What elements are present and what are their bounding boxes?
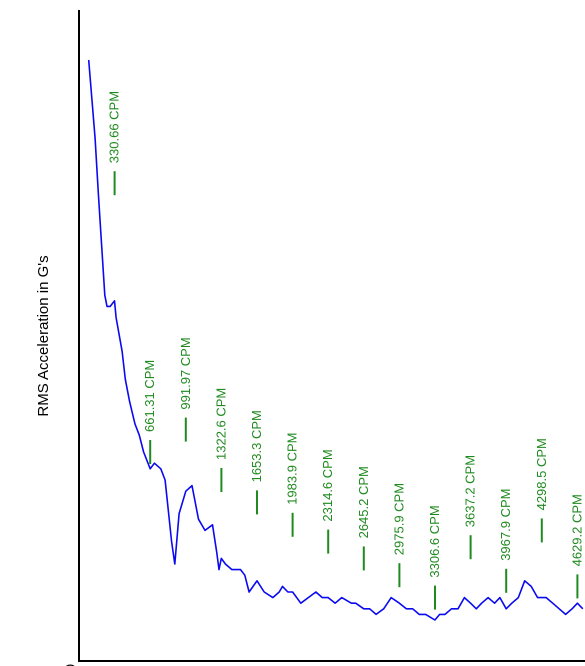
origin-tick-label: 0 (62, 664, 78, 666)
spectrum-line-0 (87, 59, 584, 621)
harmonic-marker: 1653.3 CPM (249, 410, 264, 515)
chart-axes (78, 10, 585, 662)
harmonic-marker: 3967.9 CPM (498, 489, 513, 593)
harmonic-marker-label: 4298.5 CPM (534, 438, 549, 510)
harmonic-marker-label: 2645.2 CPM (356, 466, 371, 538)
harmonic-marker: 991.97 CPM (178, 337, 193, 442)
harmonic-marker: 2975.9 CPM (391, 483, 406, 588)
harmonic-marker-label: 1983.9 CPM (285, 433, 300, 505)
series-group (87, 59, 584, 621)
harmonic-marker: 330.66 CPM (107, 91, 122, 196)
harmonic-marker-label: 3306.6 CPM (427, 505, 442, 577)
harmonic-marker: 4298.5 CPM (534, 438, 549, 543)
harmonic-marker-label: 991.97 CPM (178, 337, 193, 409)
harmonic-marker: 2645.2 CPM (356, 466, 371, 571)
harmonic-marker-label: 1653.3 CPM (249, 410, 264, 482)
harmonic-marker-label: 4629.2 CPM (569, 494, 584, 566)
harmonic-marker: 4629.2 CPM (569, 494, 584, 599)
harmonic-markers: 330.66 CPM 661.31 CPM 991.97 CPM 1322.6 CPM… (107, 91, 584, 610)
harmonic-marker: 3637.2 CPM (463, 455, 478, 560)
harmonic-marker: 3306.6 CPM (427, 505, 442, 610)
harmonic-marker-label: 661.31 CPM (142, 360, 157, 432)
harmonic-marker-label: 330.66 CPM (107, 91, 122, 163)
harmonic-marker-label: 1322.6 CPM (213, 388, 228, 460)
harmonic-marker-label: 2975.9 CPM (391, 483, 406, 555)
harmonic-marker: 1983.9 CPM (285, 433, 300, 537)
harmonic-marker: 661.31 CPM (142, 360, 157, 464)
harmonic-marker: 1322.6 CPM (213, 388, 228, 492)
harmonic-marker: 2314.6 CPM (320, 449, 335, 554)
harmonic-marker-label: 3967.9 CPM (498, 489, 513, 561)
harmonic-marker-label: 2314.6 CPM (320, 449, 335, 521)
harmonic-marker-label: 3637.2 CPM (463, 455, 478, 527)
y-axis-label: RMS Acceleration in G's (35, 255, 52, 416)
